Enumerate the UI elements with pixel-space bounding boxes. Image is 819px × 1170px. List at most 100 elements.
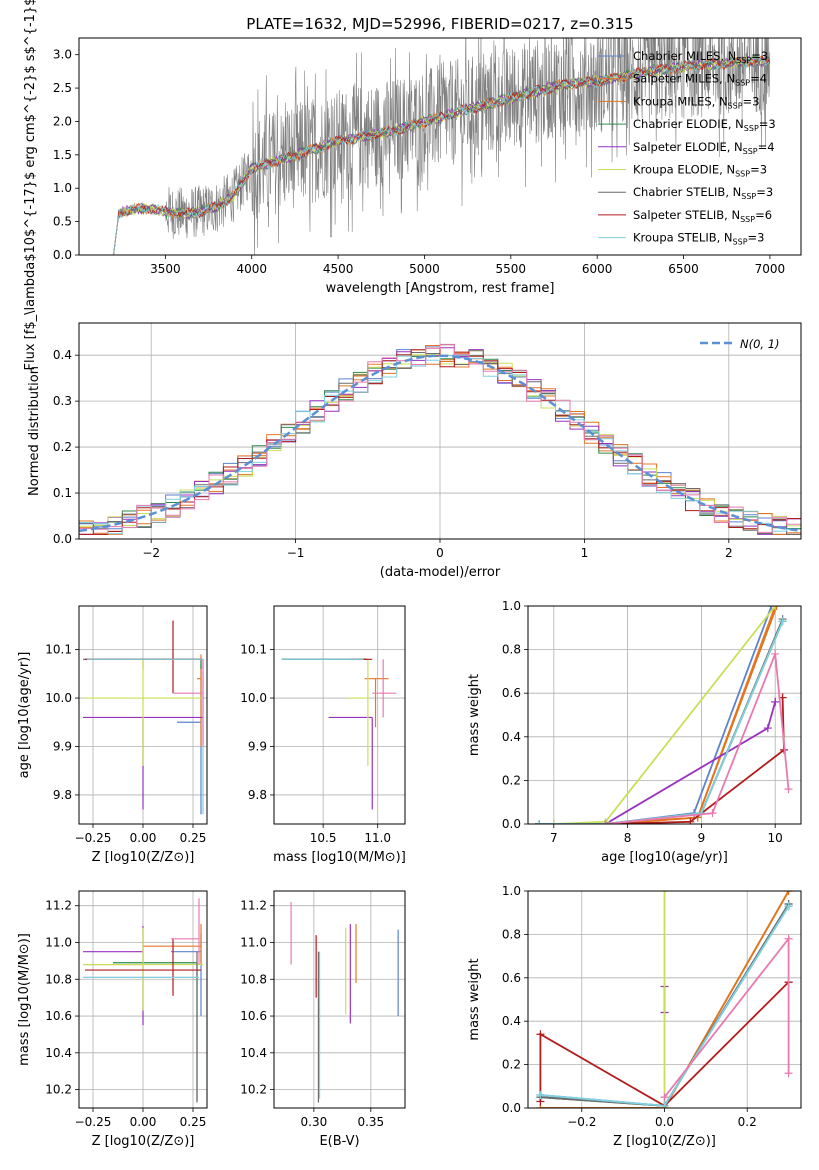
x-tick-label: 4000 — [236, 262, 267, 276]
x-axis-label: Z [log10(Z/Z⊙)] — [613, 1134, 716, 1149]
model-spectrum-line — [113, 56, 770, 255]
spectrum-panel: 3500 4000 4500 5000 5500 6000 6500 7000 0.0 0.5 1.… — [23, 0, 802, 370]
x-tick-label: 10 — [768, 831, 783, 845]
x-axis-label: E(B-V) — [319, 1134, 359, 1149]
y-tick-label: 10.6 — [45, 1009, 72, 1023]
histogram-step — [79, 354, 801, 535]
x-tick-label: 6000 — [582, 262, 613, 276]
plot-area — [536, 891, 793, 1108]
plot-area — [281, 658, 397, 810]
x-tick-label: 4500 — [323, 262, 354, 276]
x-axis-label: Z [log10(Z/Z⊙)] — [92, 850, 195, 865]
x-tick-label: 7 — [550, 831, 558, 845]
y-tick-label: 10.2 — [45, 1083, 72, 1097]
cumulative-marker — [784, 891, 793, 895]
axes-frame — [78, 605, 208, 825]
y-axis-label: mass weight — [467, 958, 482, 1040]
y-axis-label: mass [log10(M/M⊙)] — [17, 933, 32, 1066]
legend-subscript: SSP — [735, 79, 750, 88]
spectrum-data-line — [113, 38, 771, 255]
y-tick-label: 0.0 — [502, 817, 521, 831]
legend-subscript: SSP — [736, 56, 751, 65]
y-tick-label: 0.5 — [53, 215, 72, 229]
y-tick-label: 0.1 — [53, 486, 72, 500]
cumulative-marker — [549, 820, 558, 824]
x-tick-label: −0.2 — [567, 1115, 596, 1129]
legend-subscript: SSP — [735, 170, 750, 179]
cumulative-marker — [535, 820, 544, 824]
cumulative-marker — [601, 820, 610, 824]
y-tick-label: 0.8 — [502, 643, 521, 657]
y-tick-label: 10.8 — [240, 972, 267, 986]
y-axis-label: Flux [f$_\lambda$10$^{-17}$ erg cm$^{-2}… — [23, 0, 38, 370]
legend-entry: Chabrier STELIB, NSSP=3 — [633, 185, 773, 201]
y-tick-label: 0.0 — [53, 532, 72, 546]
x-tick-label: 0.25 — [180, 1115, 207, 1129]
legend-entry: Kroupa ELODIE, NSSP=3 — [633, 163, 767, 179]
y-tick-label: 10.8 — [45, 972, 72, 986]
cumulative-marker — [772, 606, 781, 610]
x-tick-label: 3500 — [150, 262, 181, 276]
y-tick-label: 2.0 — [53, 114, 72, 128]
x-tick-label: 8 — [624, 831, 632, 845]
age-vs-metallicity-panel: −0.25 0.00 0.25 9.8 9.9 10.0 10.1 Z [log10(Z/Z⊙… — [17, 605, 208, 865]
legend-entry: Kroupa STELIB, NSSP=3 — [633, 231, 764, 247]
y-axis-label: age [log10(age/yr)] — [17, 652, 32, 779]
legend-subscript: SSP — [728, 101, 743, 110]
cumulative-marker — [784, 785, 793, 794]
plot-area — [535, 606, 793, 824]
y-tick-label: 9.8 — [53, 788, 72, 802]
plot-area — [83, 898, 203, 1103]
x-tick-label: 5000 — [409, 262, 440, 276]
gaussian-curve — [79, 354, 801, 533]
cumulative-marker — [784, 902, 793, 911]
figure-title: PLATE=1632, MJD=52996, FIBERID=0217, z=0… — [246, 15, 633, 33]
cumulative-marker — [660, 1093, 669, 1102]
legend-suffix: =3 — [751, 49, 768, 63]
y-tick-label: 1.5 — [53, 148, 72, 162]
y-tick-label: 10.6 — [240, 1009, 267, 1023]
x-tick-label: 9 — [698, 831, 706, 845]
y-tick-label: 1.0 — [53, 181, 72, 195]
cumulative-marker — [784, 1069, 793, 1078]
cumulative-marker — [767, 606, 776, 610]
plot-area — [83, 620, 204, 815]
y-tick-label: 0.8 — [502, 927, 521, 941]
y-tick-label: 1.0 — [502, 599, 521, 613]
x-axis-label: wavelength [Angstrom, rest frame] — [326, 281, 555, 296]
cumulative-marker — [763, 724, 772, 733]
axes-frame — [78, 890, 208, 1109]
y-tick-label: 10.4 — [240, 1046, 267, 1060]
x-tick-label: 0.25 — [180, 831, 207, 845]
cumulative-marker — [686, 817, 695, 824]
cumulative-marker — [708, 809, 717, 818]
y-tick-label: 0.3 — [53, 394, 72, 408]
cumulative-line — [605, 697, 785, 824]
cumulative-line — [605, 653, 790, 824]
x-tick-label: 0.30 — [301, 1115, 328, 1129]
y-tick-label: 10.2 — [240, 1083, 267, 1097]
x-axis-label: Z [log10(Z/Z⊙)] — [92, 1134, 195, 1149]
x-tick-label: −0.25 — [75, 831, 112, 845]
x-tick-label: 11.0 — [364, 831, 391, 845]
legend-entry: Salpeter MILES, NSSP=4 — [633, 72, 767, 88]
legend-suffix: =3 — [759, 117, 776, 131]
x-tick-label: 5500 — [496, 262, 527, 276]
y-axis-label: mass weight — [467, 674, 482, 756]
y-tick-label: 11.0 — [45, 935, 72, 949]
x-axis-label: age [log10(age/yr)] — [601, 850, 728, 865]
x-tick-label: 0.00 — [130, 1115, 157, 1129]
x-tick-label: 0.35 — [357, 1115, 384, 1129]
y-tick-label: 10.1 — [240, 643, 267, 657]
legend-subscript: SSP — [743, 147, 758, 156]
y-tick-label: 0.2 — [53, 440, 72, 454]
model-spectrum-line — [113, 55, 770, 255]
y-axis-label: Normed distribution — [27, 366, 42, 496]
y-tick-label: 0.4 — [502, 730, 521, 744]
legend-entry: Chabrier MILES, NSSP=3 — [633, 49, 768, 65]
cumulative-mass-metallicity-panel: −0.2 0.0 0.2 0.0 0.2 0.4 0.6 0.8 1.0 Z [log10(Z/Z… — [467, 884, 802, 1149]
cumulative-line — [539, 620, 784, 824]
y-tick-label: 0.0 — [53, 248, 72, 262]
cumulative-marker — [536, 1090, 545, 1099]
